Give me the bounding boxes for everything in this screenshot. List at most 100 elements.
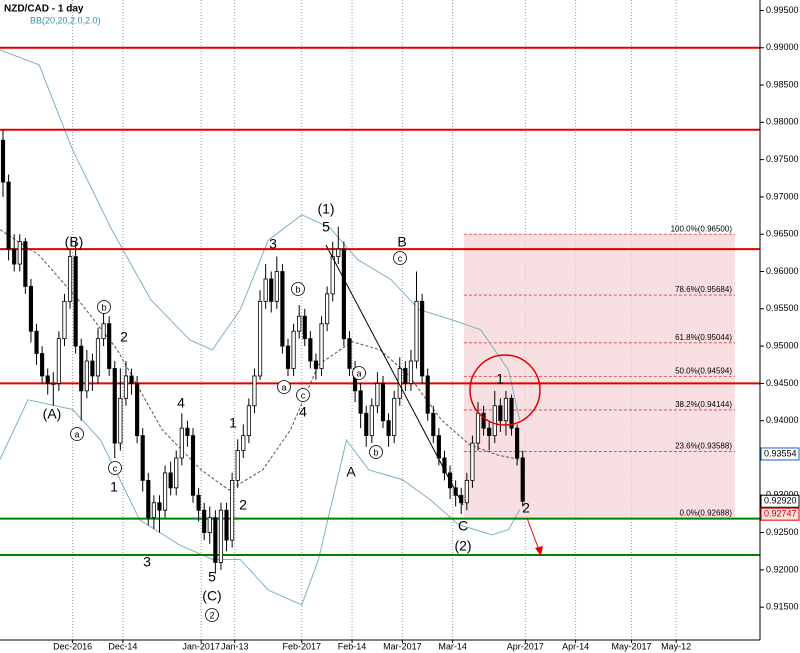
- candle-body: [202, 509, 207, 533]
- wave-label: 5: [208, 569, 216, 585]
- y-tick-label: 0.99000: [766, 42, 799, 52]
- wave-circle: [352, 366, 366, 380]
- fib-label: 61.8%(0.95044): [675, 333, 732, 342]
- candle-body: [475, 412, 481, 444]
- candle-body: [207, 517, 212, 533]
- wave-circle: [277, 380, 291, 394]
- candle-body: [341, 248, 346, 340]
- candle-body: [436, 435, 441, 459]
- y-tick-label: 0.92000: [766, 564, 799, 574]
- y-tick-label: 0.95500: [766, 303, 799, 313]
- candle-body: [123, 375, 129, 399]
- candle-body: [364, 412, 369, 437]
- wave-label: 3: [143, 554, 151, 570]
- wave-label: b: [295, 284, 300, 294]
- fib-label: 23.6%(0.93588): [675, 442, 732, 451]
- candle-body: [442, 457, 447, 474]
- candle-body: [347, 338, 352, 369]
- candle-body: [235, 450, 240, 481]
- x-tick-label: Apr-14: [562, 641, 589, 651]
- wave-circle: [369, 445, 383, 459]
- y-tick-label: 0.95000: [766, 340, 799, 350]
- candle-body: [319, 323, 324, 369]
- wave-label: 1: [229, 415, 237, 431]
- candle-body: [79, 345, 84, 392]
- candle-body: [492, 405, 497, 437]
- x-tick-label: Dec-14: [108, 641, 137, 651]
- candle-body: [431, 412, 436, 437]
- candle-body: [62, 300, 67, 340]
- candle-body: [196, 494, 201, 511]
- price-tag: [760, 494, 800, 508]
- candle-body: [146, 479, 151, 519]
- candle-body: [185, 427, 190, 437]
- candle-body: [336, 248, 341, 257]
- y-tick-label: 0.97500: [766, 154, 799, 164]
- candle-body: [414, 300, 419, 362]
- x-tick-label: Mar-14: [438, 641, 467, 651]
- highlight-circle: [469, 354, 541, 426]
- wave-circle: [108, 461, 122, 475]
- y-tick-label: 0.98500: [766, 79, 799, 89]
- candle-body: [420, 300, 425, 377]
- wave-label: 2: [120, 329, 128, 345]
- fib-label: 100.0%(0.96500): [671, 224, 733, 233]
- candle-body: [481, 412, 486, 429]
- candle-body: [369, 405, 374, 437]
- y-tick-label: 0.92500: [766, 527, 799, 537]
- wave-label: 4: [177, 395, 185, 411]
- candle-body: [325, 293, 330, 325]
- price-tag-label: 0.93554: [764, 448, 797, 458]
- y-tick-label: 0.94500: [766, 378, 799, 388]
- candle-body: [380, 383, 386, 422]
- candle-body: [269, 278, 274, 302]
- arrow-shaft: [526, 517, 540, 551]
- candle-body: [23, 241, 28, 287]
- candle-body: [95, 338, 101, 377]
- wave-label: 2: [239, 497, 247, 513]
- bollinger-band: [0, 229, 520, 491]
- candle-body: [12, 248, 17, 265]
- candle-body: [162, 472, 168, 511]
- wave-label: 1: [110, 479, 118, 495]
- fib-label: 78.6%(0.95684): [675, 285, 732, 294]
- plot: 100.0%(0.96500) 78.6%(0.95684) 61.8%(0.950…: [0, 0, 760, 640]
- price-tag: [760, 507, 800, 521]
- x-tick-label: Jan-2017: [182, 641, 220, 651]
- x-tick-label: Feb-2017: [282, 641, 321, 651]
- candle-body: [112, 368, 117, 444]
- candle-body: [17, 241, 22, 265]
- candle-body: [90, 360, 95, 377]
- candle-body: [464, 479, 469, 504]
- wave-label: b: [373, 447, 378, 457]
- candle-body: [252, 375, 257, 407]
- wave-label: 3: [269, 236, 277, 252]
- wave-label: 2: [522, 500, 530, 516]
- candle-body: [302, 315, 307, 340]
- candle-body: [375, 383, 380, 407]
- candle-body: [509, 397, 514, 429]
- candle-body: [179, 427, 184, 459]
- wave-label: (B): [65, 234, 84, 250]
- candle-body: [101, 323, 106, 340]
- candle-body: [129, 375, 134, 384]
- candle-body: [157, 502, 162, 511]
- fib-label: 38.2%(0.94144): [675, 400, 732, 409]
- wave-label: c: [301, 390, 306, 400]
- candle-body: [285, 345, 291, 369]
- candle-body: [330, 256, 335, 295]
- candle-body: [408, 360, 414, 384]
- candle-body: [56, 338, 61, 384]
- x-tick-label: Apr-2017: [507, 641, 544, 651]
- wave-label: (2): [454, 538, 471, 554]
- wave-label: A: [346, 464, 356, 480]
- candle-body: [213, 517, 218, 563]
- wave-label: B: [397, 234, 406, 250]
- candle-body: [487, 427, 492, 437]
- candle-body: [73, 256, 78, 347]
- chart-title: NZD/CAD - 1 day: [4, 4, 84, 15]
- x-tick-label: Feb-14: [338, 641, 367, 651]
- x-tick-label: May-12: [661, 641, 691, 651]
- fib-label: 0.0%(0.92688): [680, 509, 733, 518]
